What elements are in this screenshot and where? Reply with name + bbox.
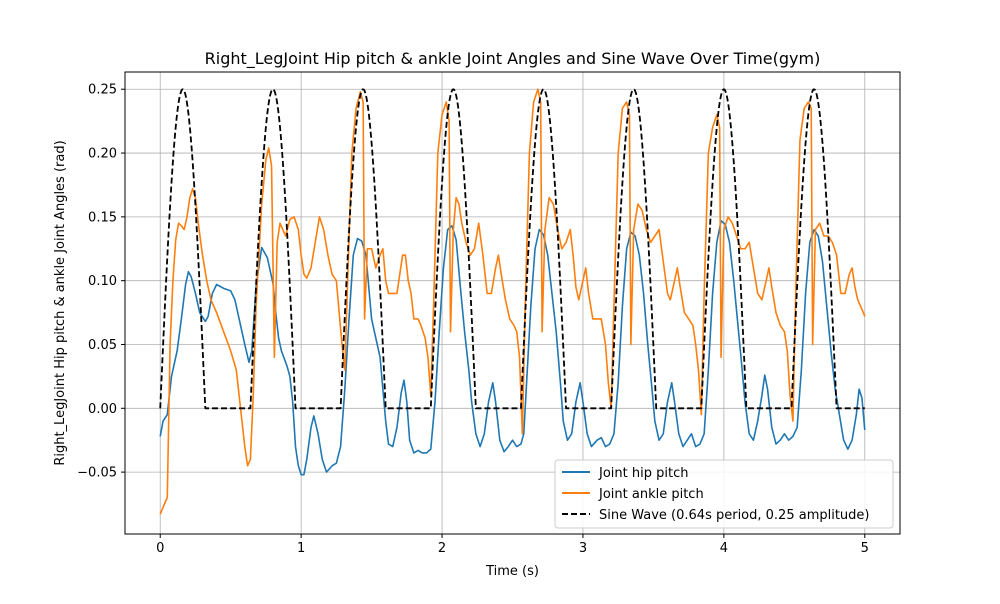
y-tick-label: 0.25 [88,83,117,98]
plot-background [125,72,900,534]
x-axis-label: Time (s) [485,564,539,579]
y-tick-label: 0.20 [88,147,117,162]
x-tick-label: 5 [861,541,869,556]
y-axis-label: Right_LegJoint Hip pitch & ankle Joint A… [53,140,68,465]
x-tick-label: 1 [297,541,305,556]
chart-title: Right_LegJoint Hip pitch & ankle Joint A… [205,49,821,69]
plot-area: 0 1 2 3 4 5 −0.05 0.00 0.05 0.10 0.15 0.20 0.25 [77,71,901,556]
y-tick-label: 0.00 [88,402,117,417]
x-tick-label: 3 [579,541,587,556]
series-line-sine-wave [159,88,865,410]
series-layer [159,88,866,515]
legend: Joint hip pitch Joint ankle pitch Sine W… [554,459,894,529]
x-axis: 0 1 2 3 4 5 [156,534,869,556]
x-tick-label: 2 [438,541,446,556]
x-tick-label: 0 [156,541,164,556]
plot-frame [124,71,901,535]
legend-label-sine-wave: Sine Wave (0.64s period, 0.25 amplitude) [599,508,870,523]
legend-box [554,459,894,529]
y-tick-label: 0.10 [88,274,117,289]
y-tick-label: 0.15 [88,210,117,225]
legend-label-hip-pitch: Joint hip pitch [598,466,688,481]
legend-label-ankle-pitch: Joint ankle pitch [598,487,704,502]
series-line-ankle-pitch [159,88,866,515]
x-tick-label: 4 [720,541,728,556]
y-tick-label: −0.05 [77,466,117,481]
y-tick-label: 0.05 [88,338,117,353]
y-axis: −0.05 0.00 0.05 0.10 0.15 0.20 0.25 [77,83,125,481]
series-line-hip-pitch [159,219,866,476]
